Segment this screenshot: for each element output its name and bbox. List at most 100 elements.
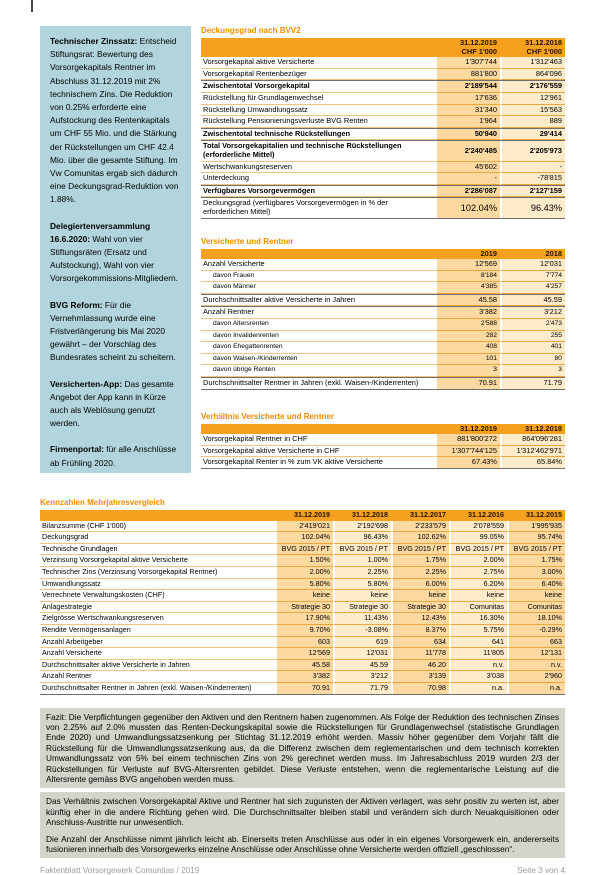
fazit-paragraph: Das Verhältnis zwischen Vorsorgekapital … (46, 796, 559, 828)
fazit-paragraph: Die Anzahl der Anschlüsse nimmt jährlich… (46, 833, 559, 854)
table-row: Zielgrösse Wertschwankungsreserven 17.90%… (40, 613, 565, 625)
row-label: Rückstellung Umwandlungssatz (201, 104, 435, 117)
cell-value: n.v. (449, 659, 507, 672)
cell-value: 99.05% (449, 532, 507, 544)
cell-value: 31'340 (435, 104, 500, 117)
column-header: 31.12.2019 (460, 423, 497, 433)
table-header-row: 31.12.2019 31.12.2018 31.12.2017 31.12.2016… (40, 510, 565, 521)
table-row: Rückstellung für Grundlagenwechsel 17'636… (201, 92, 565, 105)
cell-value: 70.91 (275, 682, 333, 694)
column-header: 31.12.2018 CHF 1'000 (525, 38, 562, 56)
table-header-row: 31.12.2019 CHF 1'000 31.12.2018 CHF 1'000 (201, 38, 565, 58)
cell-value: 71.79 (500, 378, 565, 389)
cell-value: 5.80% (275, 578, 333, 591)
cell-value: BVG 2015 / PT (391, 543, 449, 556)
cell-value: - (435, 173, 500, 185)
table-row: Unterdeckung - -78'815 (201, 173, 565, 185)
sidebar-paragraph: Versicherten-App: Das gesamte Angebot de… (50, 378, 174, 429)
cell-value: 67.43% (435, 457, 500, 468)
table-row: Total Vorsorgekapitalien und technische … (201, 140, 565, 162)
cell-value: 2.00% (275, 566, 333, 579)
table-row: davon Frauen 8'184 7'774 (201, 270, 565, 283)
table-row: Vorsorgekapital aktive Versicherte in CH… (201, 445, 565, 458)
row-label: Bilanzsumme (CHF 1'000) (40, 520, 275, 533)
cell-value: Comunitas (449, 601, 507, 614)
table-row: davon Invalidenrenten 282 255 (201, 330, 565, 343)
table-row: Verfügbares Vorsorgevermögen 2'286'087 2'1… (201, 184, 565, 198)
cell-value: 255 (500, 330, 565, 343)
cell-value: 2'588 (435, 319, 500, 331)
cell-value: 3 (435, 365, 500, 378)
table-row: Technischer Zins (Verzinsung Vorsorgekap… (40, 566, 565, 579)
row-label: Anzahl Versicherte (201, 259, 435, 271)
cell-value: 12'961 (500, 92, 565, 105)
cell-value: -78'815 (500, 173, 565, 185)
cell-value: 2'286'087 (435, 185, 500, 198)
row-label: Zwischentotal Vorsorgekapital (201, 81, 435, 93)
table-row: davon übrige Renten 3 3 (201, 365, 565, 378)
cell-value: 641 (449, 636, 507, 649)
cell-value: 1.00% (333, 555, 391, 567)
fazit-paragraph: Fazit: Die Verpflichtungen gegenüber den… (46, 711, 559, 784)
cell-value: 663 (507, 636, 565, 649)
sidebar-paragraph: Delegiertenversammlung 16.6.2020: Wahl v… (50, 220, 178, 284)
cell-value: 12'131 (507, 648, 565, 660)
cell-value: 2'176'559 (500, 81, 565, 93)
table-row: Rendite Vermögensanlagen 9.70% -3.08% 8.37%… (40, 624, 565, 637)
row-label: Deckungsgrad (verfügbares Vorsorgevermög… (201, 198, 435, 218)
cell-value: 3'212 (333, 671, 391, 683)
cell-value: keine (275, 590, 333, 602)
row-label: Zwischentotal technische Rückstellungen (201, 128, 435, 141)
row-label: Durchschnittsalter Rentner in Jahren (ex… (201, 378, 435, 389)
table-row: davon Männer 4'385 4'257 (201, 282, 565, 294)
cell-value: 2'127'159 (500, 185, 565, 198)
fazit-block: Das Verhältnis zwischen Vorsorgekapital … (40, 792, 565, 859)
cell-value: 4'257 (500, 282, 565, 294)
cell-value: 3 (500, 365, 565, 378)
row-label: Verzinsung Vorsorgekapital aktive Versic… (40, 555, 275, 567)
cell-value: 101 (435, 353, 500, 366)
table-row: Anzahl Versicherte 12'569 12'031 (201, 259, 565, 271)
row-label: Anzahl Versicherte (40, 648, 275, 660)
table-row: Anzahl Versicherte 12'569 12'031 11'778 11'8… (40, 648, 565, 660)
table-row: Durchschnittsalter Rentner in Jahren (ex… (201, 377, 565, 390)
column-header: 31.12.2018 (525, 423, 562, 433)
cell-value: 45.59 (500, 294, 565, 307)
sidebar-paragraph-heading: Delegiertenversammlung 16.6.2020: (50, 220, 151, 244)
cell-value: 2.25% (391, 566, 449, 579)
cell-value: 80 (500, 353, 565, 366)
page-footer: Faktenblatt Vorsorgewerk Comunitas / 201… (0, 866, 601, 875)
cell-value: keine (391, 590, 449, 602)
cell-value: 45'602 (435, 161, 500, 174)
row-label: Anzahl Rentner (201, 307, 435, 320)
cell-value: 3'212 (500, 307, 565, 320)
row-label: davon Waisen-/Kinderrenten (201, 353, 435, 366)
cell-value: 1'307'744'125 (435, 445, 500, 458)
cell-value: 2'205'973 (500, 141, 565, 162)
scan-artifact-line (31, 0, 33, 12)
row-label: Unterdeckung (201, 173, 435, 185)
cell-value: 9.70% (275, 624, 333, 637)
table-row: Durchschnittsalter Rentner in Jahren (ex… (40, 682, 565, 695)
cell-value: 4'385 (435, 282, 500, 294)
cell-value: 864'096'281 (500, 434, 565, 446)
cell-value: 17.90% (275, 613, 333, 625)
cell-value: 11.43% (333, 613, 391, 625)
cell-value: 96.43% (333, 532, 391, 544)
cell-value: 1.50% (275, 555, 333, 567)
cell-value: 12'569 (435, 259, 500, 271)
cell-value: Comunitas (507, 601, 565, 614)
table-row: Verzinsung Vorsorgekapital aktive Versic… (40, 555, 565, 567)
kennzahlen-section: Kennzahlen Mehrjahresvergleich 31.12.2019… (0, 498, 601, 695)
row-label: Vorsorgekapital Rentenbezüger (201, 68, 435, 81)
cell-value: 12.43% (391, 613, 449, 625)
table-row: Vorsorgekapital aktive Versicherte 1'307'… (201, 57, 565, 69)
cell-value: n.a. (507, 682, 565, 694)
cell-value: 408 (435, 342, 500, 354)
cell-value: 2'473 (500, 319, 565, 331)
row-label: Anzahl Rentner (40, 671, 275, 683)
cell-value: Strategie 30 (275, 601, 333, 614)
table-row: Deckungsgrad (verfügbares Vorsorgevermög… (201, 197, 565, 219)
table-row: Vorsorgekapital Rentner in CHF 881'800'27… (201, 434, 565, 446)
